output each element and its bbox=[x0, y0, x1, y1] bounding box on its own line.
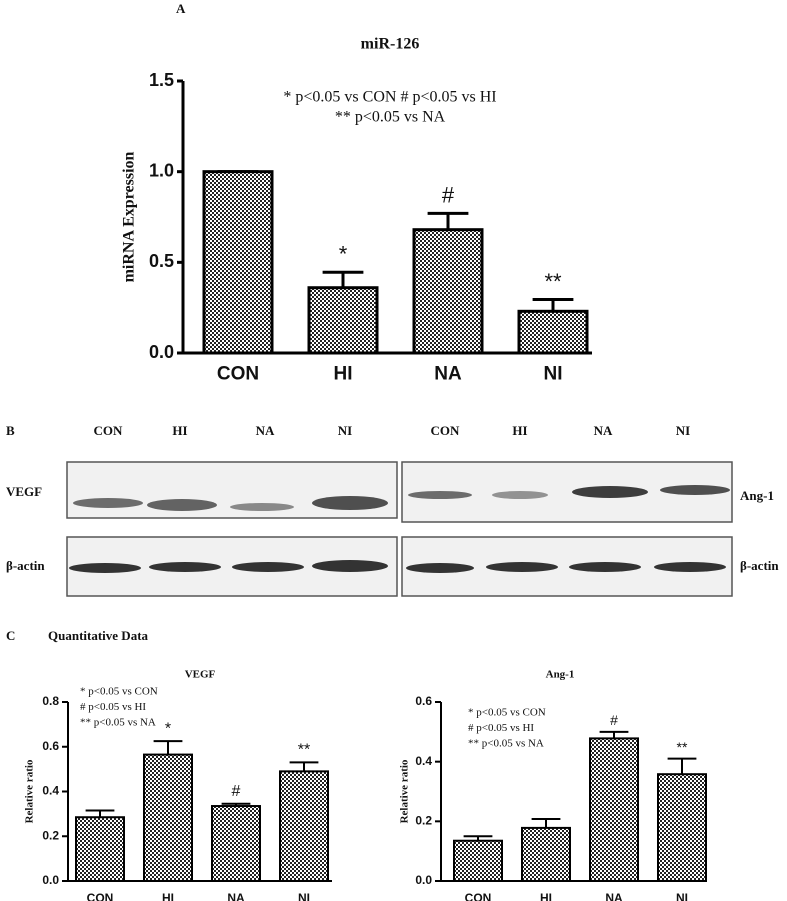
x-tick-label: NA bbox=[605, 891, 623, 901]
bar bbox=[211, 805, 261, 883]
y-tick-label: 0.0 bbox=[149, 342, 174, 362]
chart-title: VEGF bbox=[185, 669, 216, 681]
row-label: VEGF bbox=[6, 484, 42, 499]
lane-label: CON bbox=[431, 423, 461, 438]
significance-label: ** bbox=[544, 269, 562, 294]
annotation: # p<0.05 vs HI bbox=[80, 701, 146, 713]
lane-label: NI bbox=[338, 423, 352, 438]
blot bbox=[66, 461, 733, 597]
annotation: ** p<0.05 vs NA bbox=[468, 738, 544, 750]
y-tick-label: 0.0 bbox=[42, 873, 59, 887]
x-tick-label: NA bbox=[227, 891, 245, 901]
chart-title: Ang-1 bbox=[546, 669, 575, 681]
bar bbox=[202, 170, 274, 355]
y-tick-label: 0.8 bbox=[42, 694, 59, 708]
x-tick-label: CON bbox=[465, 891, 492, 901]
row-label: β-actin bbox=[6, 558, 45, 573]
bar bbox=[279, 770, 329, 882]
x-tick-label: CON bbox=[217, 364, 259, 385]
y-tick-label: 0.2 bbox=[42, 828, 59, 842]
chart-title: miR-126 bbox=[361, 36, 420, 53]
x-tick-label: HI bbox=[162, 891, 174, 901]
y-tick-label: 0.6 bbox=[42, 739, 59, 753]
bar bbox=[521, 826, 571, 882]
bar bbox=[143, 753, 193, 882]
significance-label: * bbox=[165, 720, 171, 737]
significance-label: # bbox=[610, 712, 618, 728]
y-tick-label: 0.4 bbox=[42, 784, 59, 798]
x-tick-label: NA bbox=[434, 364, 462, 385]
annotation: * p<0.05 vs CON # p<0.05 vs HI bbox=[283, 89, 496, 106]
significance-label: # bbox=[442, 183, 455, 208]
bar bbox=[453, 839, 503, 882]
x-tick-label: NI bbox=[544, 364, 563, 385]
y-tick-label: 0.4 bbox=[415, 754, 432, 768]
annotation: * p<0.05 vs CON bbox=[468, 707, 546, 719]
x-tick-label: HI bbox=[334, 364, 353, 385]
x-tick-label: NI bbox=[298, 891, 310, 901]
section-title: Quantitative Data bbox=[48, 628, 149, 643]
bar bbox=[412, 228, 484, 355]
annotation: ** p<0.05 vs NA bbox=[80, 717, 156, 729]
y-tick-label: 1.0 bbox=[149, 160, 174, 180]
x-tick-label: NI bbox=[676, 891, 688, 901]
x-tick-label: HI bbox=[540, 891, 552, 901]
significance-label: ** bbox=[677, 739, 688, 755]
y-axis-label: Relative ratio bbox=[399, 759, 411, 823]
panel-label: A bbox=[176, 1, 186, 16]
significance-label: # bbox=[232, 783, 241, 800]
lane-label: HI bbox=[172, 423, 187, 438]
lane-label: NA bbox=[594, 423, 613, 438]
panel-label: B bbox=[6, 423, 15, 438]
lane-label: CON bbox=[94, 423, 124, 438]
lane-label: NA bbox=[256, 423, 275, 438]
row-label: β-actin bbox=[740, 558, 779, 573]
y-tick-label: 1.5 bbox=[149, 70, 174, 90]
annotation: ** p<0.05 vs NA bbox=[335, 109, 446, 126]
lane-label: NI bbox=[676, 423, 690, 438]
annotation: * p<0.05 vs CON bbox=[80, 686, 158, 698]
y-axis-label: Relative ratio bbox=[24, 759, 36, 823]
bar bbox=[657, 773, 707, 882]
y-tick-label: 0.2 bbox=[415, 814, 432, 828]
bar bbox=[75, 816, 125, 883]
bar bbox=[589, 737, 639, 882]
panel-label: C bbox=[6, 628, 15, 643]
row-label: Ang-1 bbox=[740, 488, 774, 503]
lane-label: HI bbox=[512, 423, 527, 438]
significance-label: * bbox=[339, 242, 348, 267]
y-tick-label: 0.0 bbox=[415, 873, 432, 887]
y-axis-label: miRNA Expression bbox=[121, 151, 138, 282]
y-tick-label: 0.5 bbox=[149, 251, 174, 271]
y-tick-label: 0.6 bbox=[415, 694, 432, 708]
annotation: # p<0.05 vs HI bbox=[468, 722, 534, 734]
bar bbox=[517, 309, 589, 355]
x-tick-label: CON bbox=[87, 891, 114, 901]
bar bbox=[307, 286, 379, 355]
significance-label: ** bbox=[298, 742, 310, 759]
